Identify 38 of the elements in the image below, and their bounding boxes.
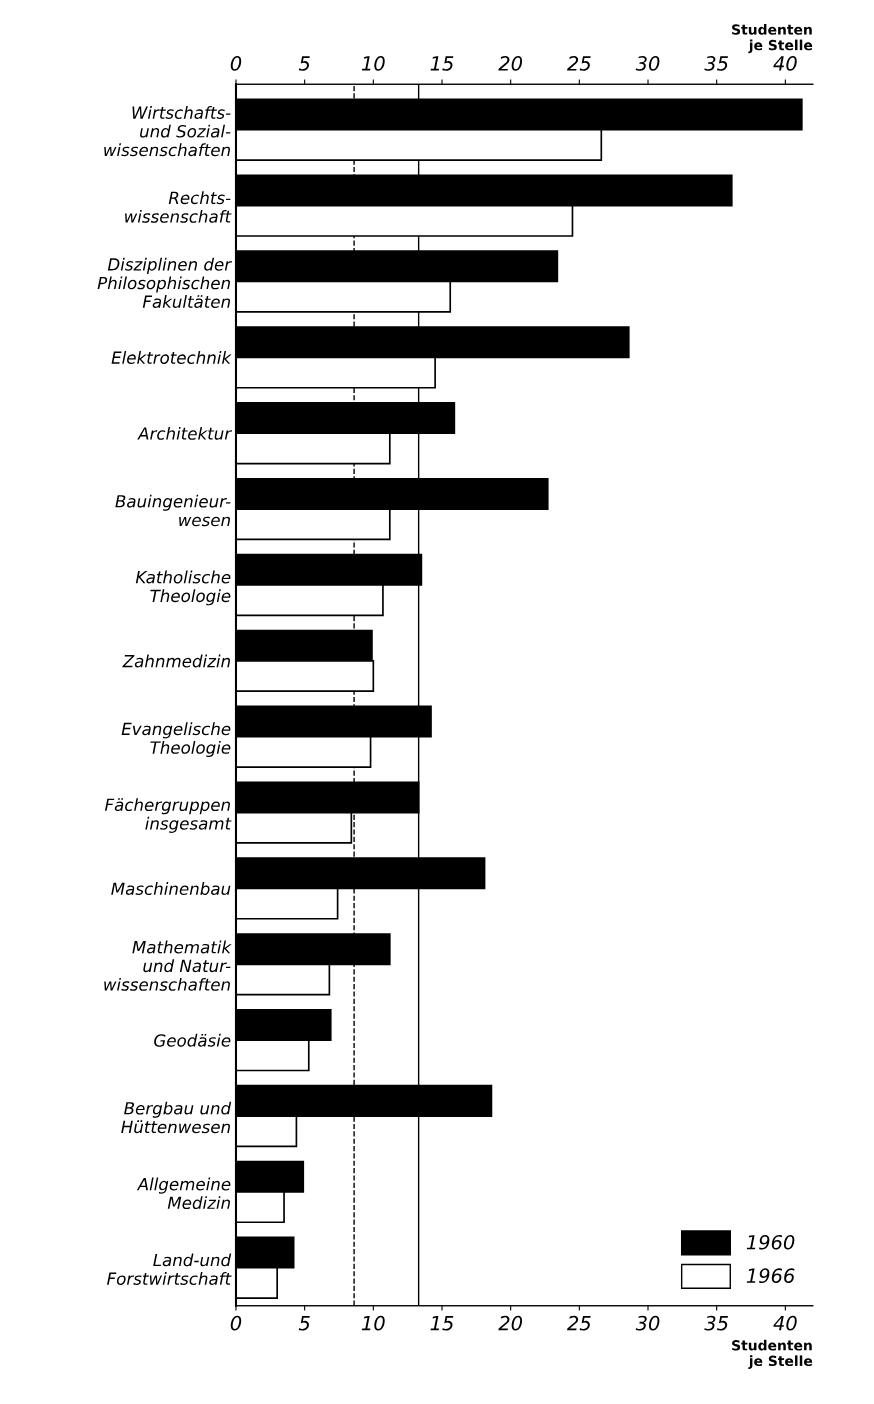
x-axis-title: Studenten je Stelle: [732, 1339, 813, 1369]
x2-tick-label: 25: [567, 56, 591, 71]
x-tick-label: 40: [773, 1315, 797, 1331]
x-tick-label: 35: [704, 1315, 728, 1331]
y-tick-label: Land-und Forstwirtschaft: [107, 1253, 232, 1285]
y-tick-label: Mathematik und Natur- wissenschaften: [104, 940, 232, 991]
y-tick-label: Disziplinen der Philosophischen Fakultäten: [97, 257, 232, 308]
y-tick-label: Zahnmedizin: [122, 654, 230, 668]
x-tick-label: 15: [430, 1316, 454, 1331]
legend-label: 1960: [746, 1234, 795, 1250]
legend-label: 1966: [746, 1268, 795, 1284]
x2-tick-label: 15: [430, 56, 454, 71]
y-tick-label: Bauingenieur- wesen: [115, 494, 231, 527]
y-tick-label: Elektrotechnik: [111, 351, 232, 364]
x-tick-label: 5: [298, 1316, 310, 1331]
x-tick-label: 25: [567, 1315, 591, 1331]
x2-axis-title: Studenten je Stelle: [732, 24, 813, 54]
y-tick-label: Wirtschafts- und Sozial- wissenschaften: [104, 106, 231, 157]
y-tick-label: Architektur: [137, 426, 232, 440]
y-tick-label: Maschinenbau: [111, 882, 231, 896]
y-tick-label: Bergbau und Hüttenwesen: [121, 1101, 232, 1134]
x2-tick-label: 10: [361, 56, 385, 71]
y-tick-label: Evangelische Theologie: [121, 722, 231, 758]
y-tick-label: Fächergruppen insgesamt: [104, 798, 232, 833]
y-tick-label: Allgemeine Medizin: [136, 1177, 231, 1210]
x2-tick-label: 5: [298, 56, 310, 71]
x-tick-label: 10: [361, 1315, 385, 1331]
x2-tick-label: 20: [498, 56, 523, 71]
x-tick-label: 0: [230, 1315, 242, 1331]
x2-tick-label: 40: [773, 56, 797, 71]
x2-tick-label: 0: [230, 56, 242, 71]
x2-tick-label: 30: [635, 56, 660, 71]
y-tick-label: Katholische Theologie: [135, 570, 231, 606]
y-tick-label: Geodäsie: [154, 1033, 231, 1047]
y-tick-label: Rechts- wissenschaft: [125, 191, 232, 223]
x2-tick-label: 35: [704, 56, 728, 71]
x-tick-label: 20: [498, 1315, 523, 1331]
x-tick-label: 30: [635, 1315, 660, 1331]
